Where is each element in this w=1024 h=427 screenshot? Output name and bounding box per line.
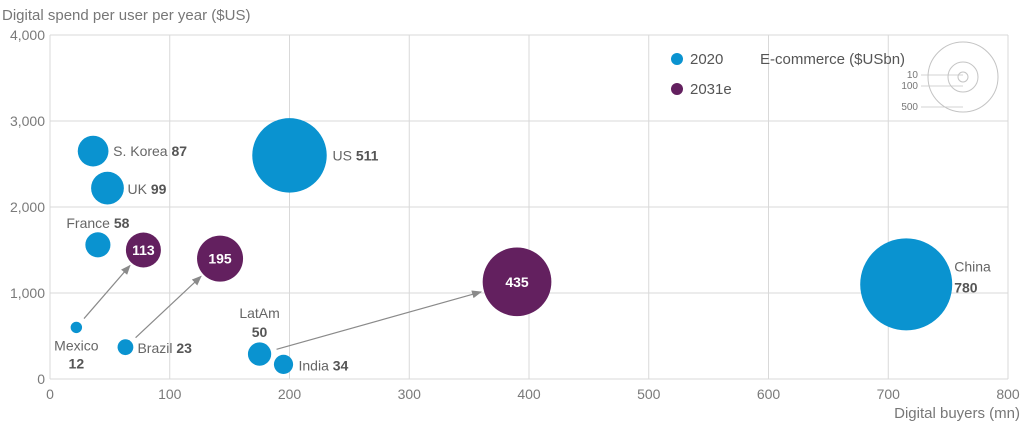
bubble-2020-mexico [70,321,83,334]
label-value: 23 [176,340,192,356]
legend-label-2031e: 2031e [690,81,732,98]
bubble-label: France 58 [66,215,129,231]
x-tick-label: 500 [637,386,661,402]
legend-label-2020: 2020 [690,51,723,68]
y-tick-label: 0 [37,371,45,387]
size-legend-label: 500 [901,102,918,113]
bubble-2020-brazil [117,339,134,356]
x-axis-title: Digital buyers (mn) [894,405,1020,422]
ticks: 0 100 200 300 400 500 600 700 800 0 1,000 2,000 3,00… [10,27,1020,402]
y-tick-label: 3,000 [10,113,45,129]
bubble-label: Brazil 23 [137,340,192,356]
x-tick-label: 300 [398,386,422,402]
y-axis-title: Digital spend per user per year ($US) [2,7,250,24]
bubble-label-value: 12 [69,355,85,371]
bubble-2020-latam [247,342,272,366]
x-tick-label: 200 [278,386,302,402]
label-name: India [299,357,333,373]
bubbles [70,118,953,374]
bubble-2031e-1 [197,235,244,282]
label-name: France [66,215,113,231]
growth-arrow [276,290,483,350]
size-legend-circle [927,41,999,113]
y-tick-label: 1,000 [10,285,45,301]
bubble-2020-france [85,232,111,258]
bubble-2020-uk [91,171,124,205]
bubble-2031e-value: 435 [505,274,529,290]
bubble-labels: US 511 S. Korea 87 UK 99 France 58 Brazil 23… [54,143,991,373]
x-tick-label: 700 [877,386,901,402]
bubble-2020-us [252,118,327,193]
label-value: 511 [356,147,379,163]
x-tick-label: 0 [46,386,54,402]
bubble-2031e-value: 113 [132,242,155,258]
label-value: 34 [333,357,349,373]
arrows [83,264,483,350]
growth-arrow [135,275,202,339]
label-value: 99 [151,181,167,197]
size-legend-label: 100 [901,81,918,92]
legend-swatch-2020 [671,53,683,65]
bubble-2020-india [273,354,294,374]
size-legend-label: 10 [907,70,919,81]
x-tick-label: 400 [517,386,541,402]
bubble-label-value: 780 [954,279,978,295]
bubble-label-value: 50 [252,324,268,340]
label-value: 87 [171,143,187,159]
x-tick-label: 800 [996,386,1020,402]
bubble-label: US 511 [333,147,379,163]
bubble-label-name: China [954,258,991,274]
bubble-label: UK 99 [127,181,166,197]
size-legend-circle [957,71,969,83]
legend-swatch-2031e [671,83,683,95]
bubble-label: India 34 [299,357,349,373]
size-legend-circle [947,61,979,93]
label-name: US [333,147,356,163]
x-tick-label: 600 [757,386,781,402]
bubble-2031e-value: 195 [208,251,232,267]
bubble-label: S. Korea 87 [113,143,187,159]
bubble-2031e-2 [482,247,552,317]
grid [49,34,1009,380]
label-name: Brazil [137,340,176,356]
bubble-2031e-0 [125,232,161,268]
x-tick-label: 100 [158,386,182,402]
label-name: S. Korea [113,143,171,159]
y-tick-label: 2,000 [10,199,45,215]
size-legend-title: E-commerce ($USbn) [760,51,905,68]
bubble-2020-china [860,238,953,331]
y-tick-label: 4,000 [10,27,45,43]
bubble-label-name: Mexico [54,337,99,353]
bubble-2020-s-korea [77,135,109,167]
label-value: 58 [114,215,130,231]
growth-arrow [83,264,131,319]
bubble-label-name: LatAm [239,305,279,321]
label-name: UK [127,181,150,197]
